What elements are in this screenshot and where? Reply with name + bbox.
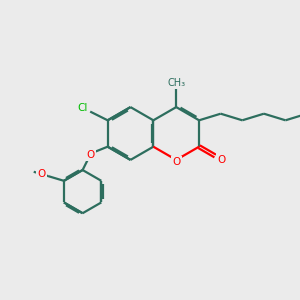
Text: O: O: [87, 150, 95, 160]
Text: CH₃: CH₃: [167, 77, 185, 88]
Text: O: O: [218, 155, 226, 165]
Text: Cl: Cl: [77, 103, 88, 113]
Text: O: O: [38, 169, 46, 179]
Text: O: O: [173, 157, 181, 167]
